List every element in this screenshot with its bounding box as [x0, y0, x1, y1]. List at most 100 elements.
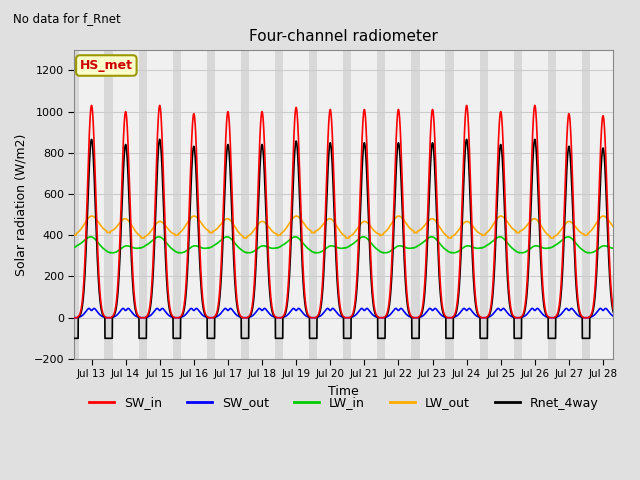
Bar [381, 50, 385, 359]
SW_out [609, 313, 617, 319]
Bar [139, 50, 143, 359]
Text: HS_met: HS_met [80, 59, 133, 72]
Rnet_4way [413, 336, 420, 341]
Bar [351, 50, 377, 359]
SW_in [70, 315, 78, 321]
LW_out [470, 225, 478, 230]
Rnet_4way [609, 309, 617, 315]
Rnet_4way [463, 136, 470, 142]
Bar [479, 50, 484, 359]
LW_out [88, 213, 95, 219]
Rnet_4way [389, 241, 397, 247]
LW_in [175, 250, 182, 256]
Bar [74, 50, 79, 359]
LW_in [470, 245, 478, 251]
SW_in [499, 132, 506, 138]
Bar [317, 50, 343, 359]
Line: Rnet_4way: Rnet_4way [74, 139, 613, 338]
Bar [586, 50, 590, 359]
SW_out [499, 306, 506, 312]
SW_in [463, 103, 470, 108]
Bar [420, 50, 445, 359]
Bar [313, 50, 317, 359]
Bar [590, 50, 616, 359]
Bar [514, 50, 518, 359]
Bar [279, 50, 283, 359]
Y-axis label: Solar radiation (W/m2): Solar radiation (W/m2) [15, 133, 28, 276]
SW_out [389, 308, 397, 314]
Bar [309, 50, 313, 359]
Bar [79, 50, 104, 359]
Line: LW_out: LW_out [74, 216, 613, 238]
SW_in [413, 315, 420, 321]
SW_out [98, 313, 106, 319]
Bar [616, 50, 620, 359]
Line: SW_in: SW_in [74, 106, 613, 318]
Bar [215, 50, 241, 359]
Bar [173, 50, 177, 359]
SW_in [266, 276, 273, 282]
Bar [113, 50, 139, 359]
Bar [518, 50, 522, 359]
Bar [488, 50, 514, 359]
Bar [275, 50, 279, 359]
SW_in [98, 304, 106, 310]
LW_out [390, 218, 397, 224]
Bar [249, 50, 275, 359]
LW_in [609, 245, 617, 251]
Bar [283, 50, 309, 359]
LW_out [266, 225, 273, 231]
LW_in [223, 234, 231, 240]
SW_out [470, 311, 478, 316]
Rnet_4way [499, 163, 506, 168]
LW_in [499, 235, 507, 241]
LW_in [98, 244, 106, 250]
LW_in [70, 244, 78, 250]
Bar [449, 50, 454, 359]
Bar [385, 50, 412, 359]
Bar [177, 50, 181, 359]
LW_out [499, 214, 506, 219]
LW_out [609, 224, 617, 230]
SW_out [413, 315, 420, 321]
Legend: SW_in, SW_out, LW_in, LW_out, Rnet_4way: SW_in, SW_out, LW_in, LW_out, Rnet_4way [84, 392, 604, 415]
Bar [556, 50, 582, 359]
Bar [207, 50, 211, 359]
Bar [548, 50, 552, 359]
Rnet_4way [70, 336, 78, 341]
LW_out [413, 230, 420, 236]
Bar [348, 50, 351, 359]
LW_out [550, 235, 557, 241]
Bar [412, 50, 415, 359]
Bar [109, 50, 113, 359]
LW_in [413, 244, 420, 250]
Bar [582, 50, 586, 359]
Bar [245, 50, 249, 359]
LW_out [98, 224, 106, 229]
Text: No data for f_Rnet: No data for f_Rnet [13, 12, 120, 25]
Bar [454, 50, 479, 359]
SW_out [266, 311, 273, 317]
Bar [445, 50, 449, 359]
Rnet_4way [266, 287, 273, 293]
Bar [211, 50, 215, 359]
Rnet_4way [470, 284, 478, 289]
Bar [552, 50, 556, 359]
SW_out [70, 315, 78, 321]
Rnet_4way [98, 308, 106, 314]
LW_out [70, 232, 78, 238]
Bar [484, 50, 488, 359]
Line: SW_out: SW_out [74, 309, 613, 318]
LW_in [266, 245, 273, 251]
Line: LW_in: LW_in [74, 237, 613, 253]
Bar [415, 50, 420, 359]
Bar [147, 50, 173, 359]
Bar [343, 50, 348, 359]
SW_in [470, 272, 478, 278]
Bar [377, 50, 381, 359]
SW_in [609, 306, 617, 312]
Bar [241, 50, 245, 359]
Bar [181, 50, 207, 359]
Bar [143, 50, 147, 359]
SW_in [389, 221, 397, 227]
